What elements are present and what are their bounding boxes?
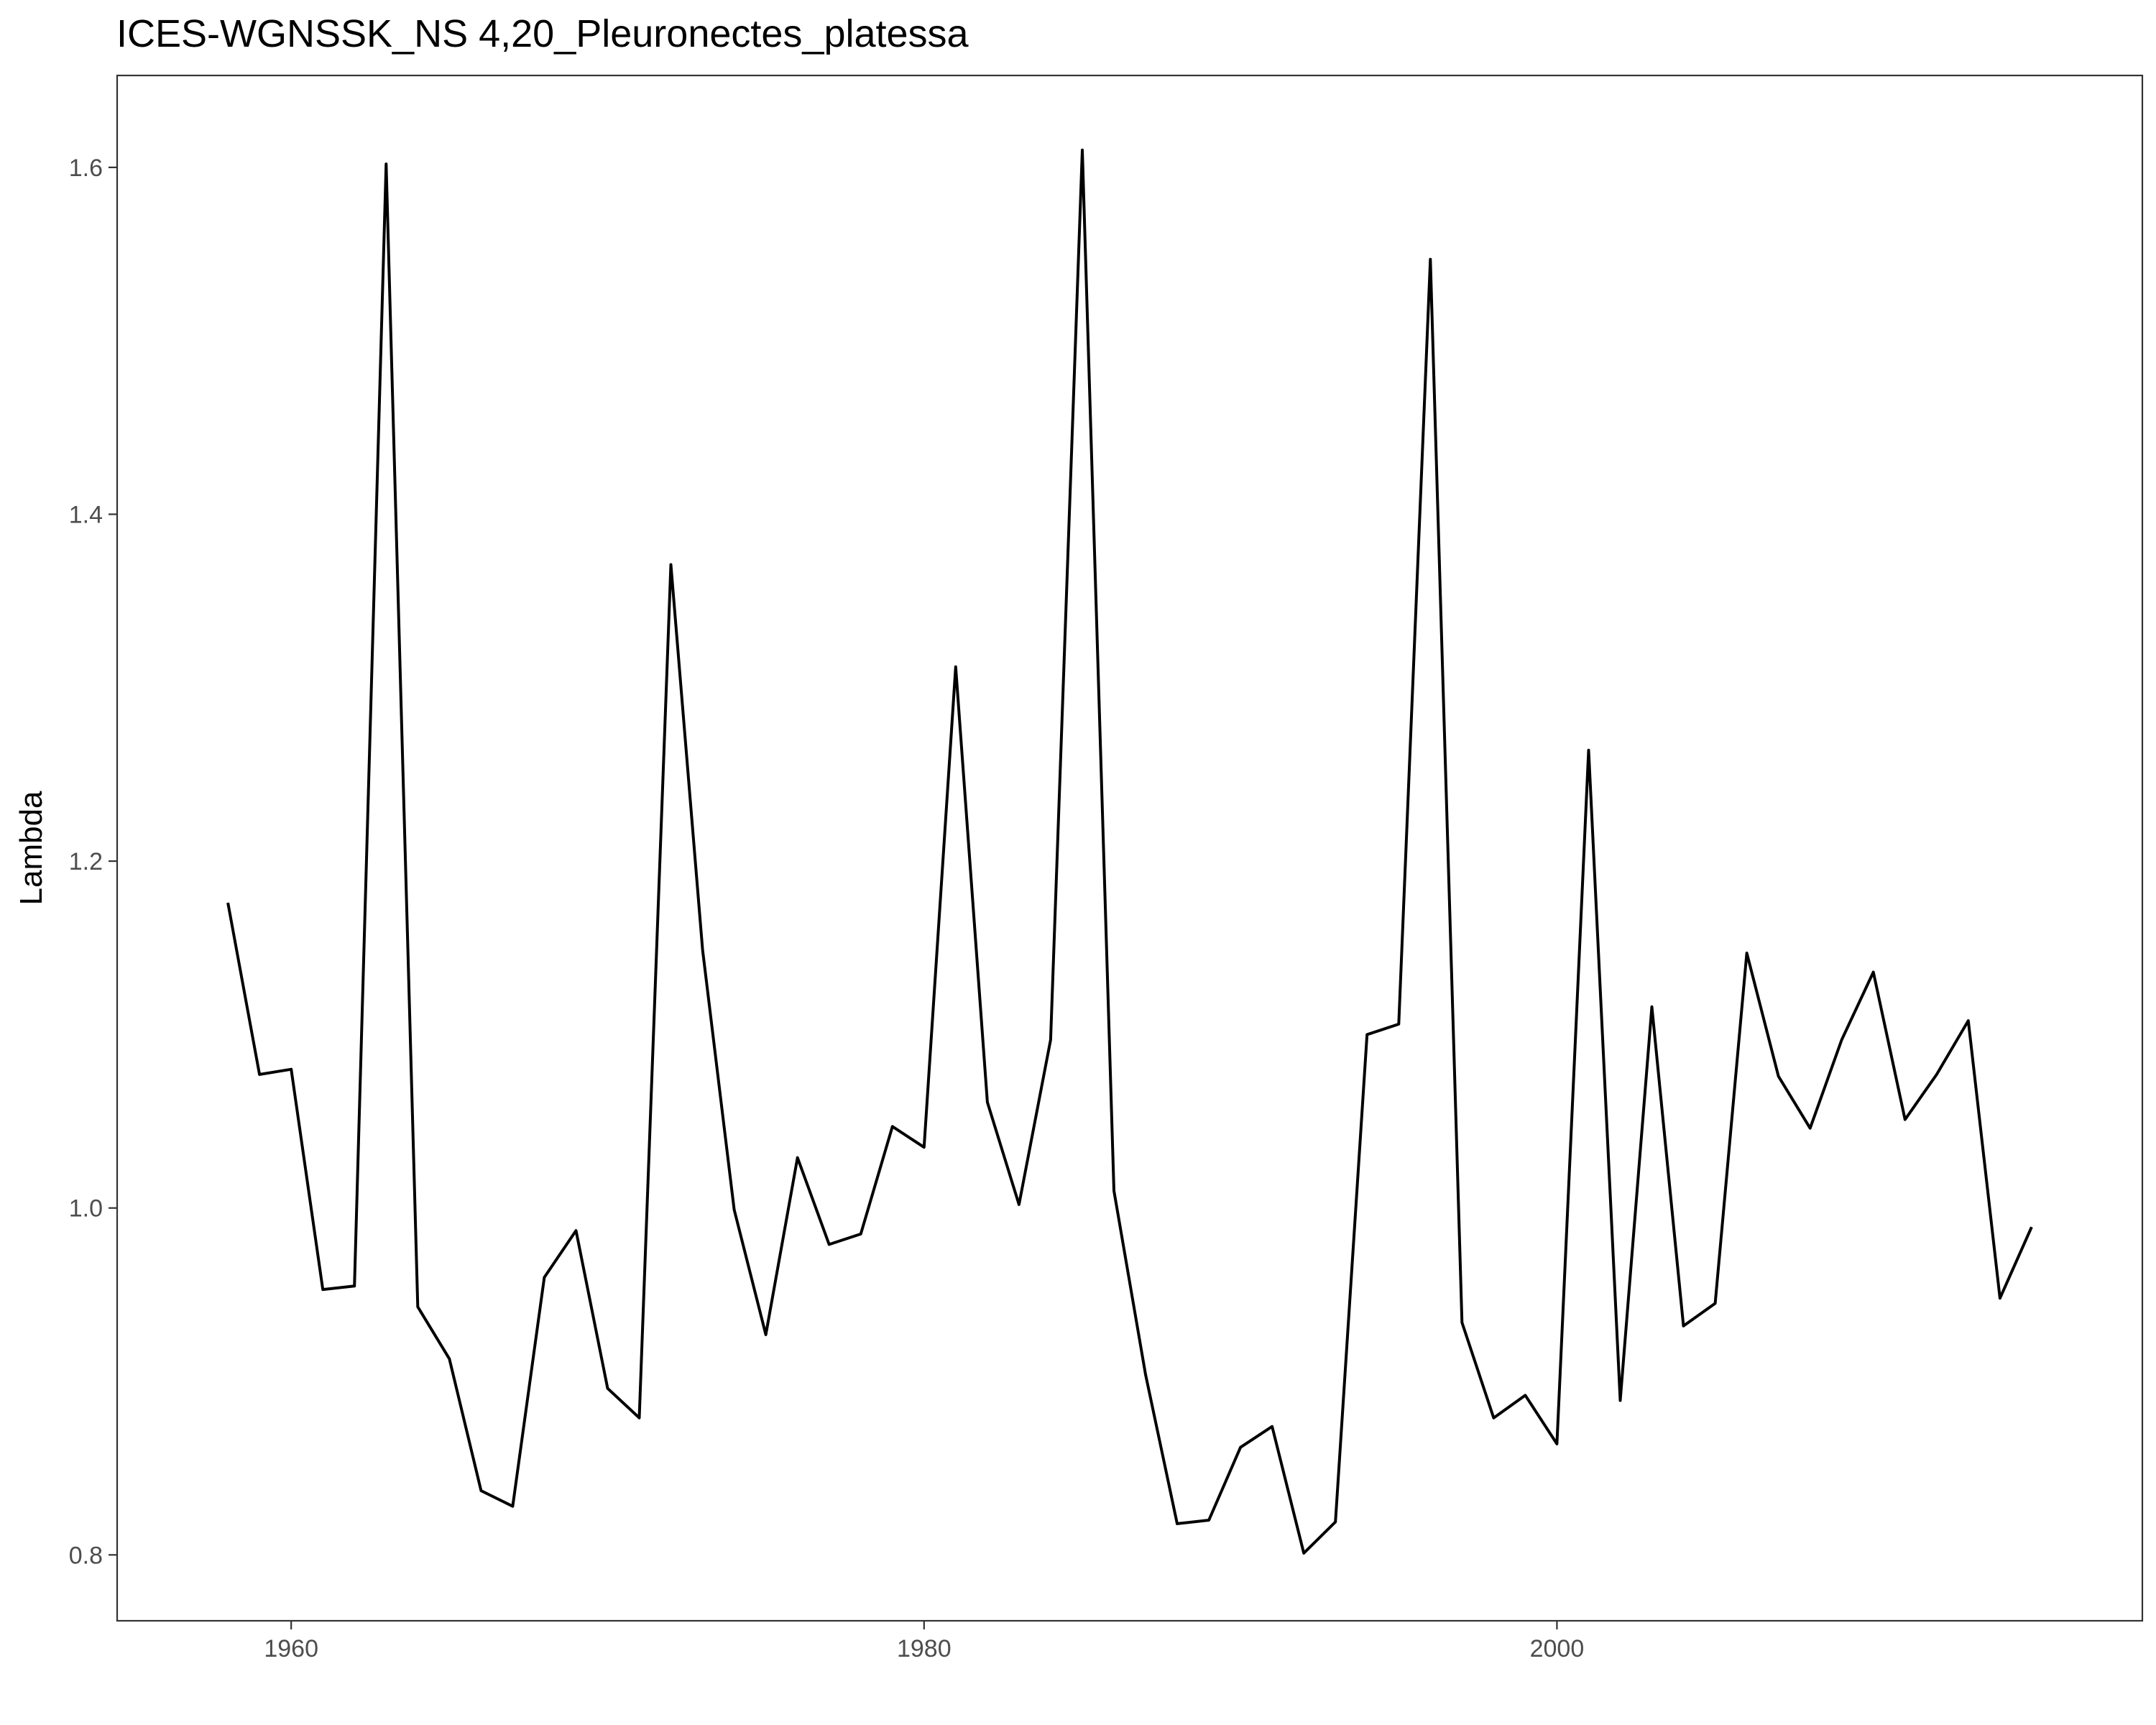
x-axis: 1960 1980 2000: [264, 1621, 1584, 1662]
y-tick-label: 1.2: [69, 848, 103, 875]
x-tick-label: 2000: [1530, 1635, 1585, 1662]
chart-title: ICES-WGNSSK_NS 4,20_Pleuronectes_platess…: [116, 12, 969, 55]
y-axis: 0.8 1.0 1.2 1.4 1.6: [69, 155, 117, 1569]
series-layer: [226, 148, 2033, 1555]
y-tick-label: 1.4: [69, 501, 103, 528]
y-tick-label: 1.0: [69, 1195, 103, 1223]
x-tick-label: 1980: [897, 1635, 952, 1662]
x-tick-label: 1960: [264, 1635, 318, 1662]
plot-panel: [116, 74, 2144, 1622]
y-axis-label: Lambda: [14, 791, 49, 906]
y-tick-label: 1.6: [69, 155, 103, 182]
y-tick-label: 0.8: [69, 1542, 103, 1569]
series-line: [226, 148, 2033, 1555]
